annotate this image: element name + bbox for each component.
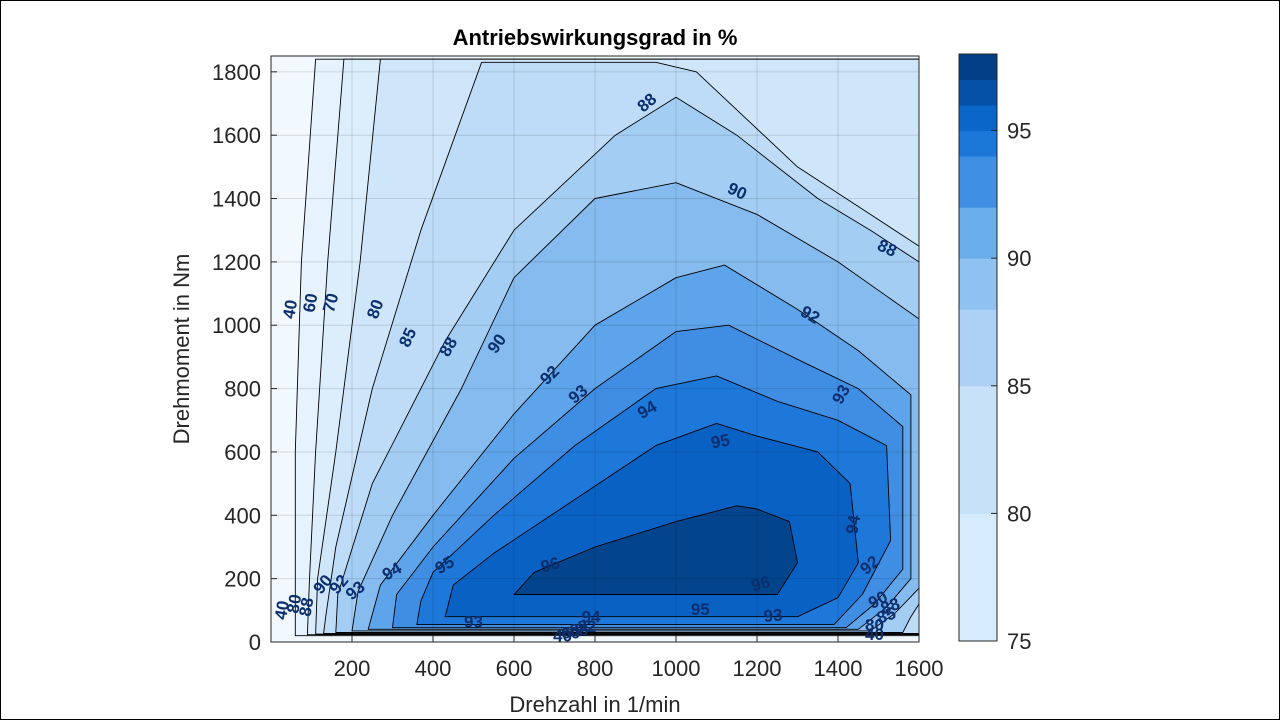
chart-title: Antriebswirkungsgrad in % [453, 25, 738, 50]
contour-label: 96 [539, 553, 562, 576]
x-tick-label: 1400 [814, 656, 863, 681]
colorbar-tick-label: 80 [1007, 501, 1031, 526]
y-tick-label: 600 [224, 440, 261, 465]
y-tick-label: 1600 [212, 123, 261, 148]
x-tick-label: 800 [577, 656, 614, 681]
contour-label: 95 [709, 430, 731, 452]
contour-label: 96 [749, 572, 772, 595]
contour-label: 80 [865, 616, 884, 635]
colorbar-band [959, 309, 997, 387]
contour-label: 94 [581, 608, 600, 627]
contour-label: 93 [763, 605, 784, 626]
contour-label: 40 [271, 599, 293, 621]
y-tick-label: 0 [249, 630, 261, 655]
y-tick-label: 1000 [212, 313, 261, 338]
y-axis-ticks: 0 200 400 600 800 1000 1200 1400 1600 1800 [212, 60, 277, 655]
colorbar-tick-label: 95 [1007, 119, 1031, 144]
y-tick-label: 1400 [212, 187, 261, 212]
colorbar-band [959, 54, 997, 81]
colorbar-band [959, 207, 997, 259]
contour-label: 40 [279, 298, 301, 320]
contour-region-96 [513, 505, 798, 595]
contour-label: 88 [569, 620, 588, 639]
x-tick-label: 400 [415, 656, 452, 681]
x-axis-label: Drehzahl in 1/min [509, 692, 680, 717]
colorbar-band [959, 258, 997, 310]
contour-label: 40 [865, 625, 884, 644]
y-tick-label: 1200 [212, 250, 261, 275]
colorbar-band [959, 105, 997, 132]
colorbar-tick-label: 75 [1007, 629, 1031, 654]
colorbar-border [958, 53, 998, 642]
contour-label: 93 [464, 612, 483, 631]
contour-label: 94 [842, 513, 864, 535]
contour-label: 60 [300, 292, 322, 314]
colorbar-band [959, 156, 997, 208]
contour-label: 80 [283, 593, 305, 615]
y-tick-label: 800 [224, 377, 261, 402]
x-tick-label: 600 [496, 656, 533, 681]
y-tick-label: 1800 [212, 60, 261, 85]
contour-label: 70 [319, 291, 342, 314]
y-axis-label: Drehmoment in Nm [169, 254, 194, 445]
colorbar-band [959, 79, 997, 106]
contour-label: 88 [295, 596, 317, 618]
colorbar-tick-label: 90 [1007, 246, 1031, 271]
colorbar-band [959, 513, 997, 642]
contour-label: 40 [553, 627, 572, 646]
x-tick-label: 1200 [733, 656, 782, 681]
y-tick-label: 200 [224, 567, 261, 592]
y-tick-label: 400 [224, 503, 261, 528]
colorbar [958, 53, 998, 642]
contour-label: 60 [561, 624, 580, 643]
contour-label: 92 [577, 617, 596, 636]
x-axis-ticks: 200 400 600 800 1000 1200 1400 1600 [334, 636, 944, 681]
colorbar-band [959, 385, 997, 514]
grid-lines [271, 56, 919, 642]
x-tick-label: 1600 [895, 656, 944, 681]
colorbar-ticks: 75 80 85 90 95 [991, 119, 1031, 654]
x-tick-label: 200 [334, 656, 371, 681]
contour-regions [271, 56, 919, 642]
colorbar-band [959, 130, 997, 157]
x-tick-label: 1000 [652, 656, 701, 681]
colorbar-tick-label: 85 [1007, 374, 1031, 399]
contour-label: 95 [691, 600, 710, 619]
